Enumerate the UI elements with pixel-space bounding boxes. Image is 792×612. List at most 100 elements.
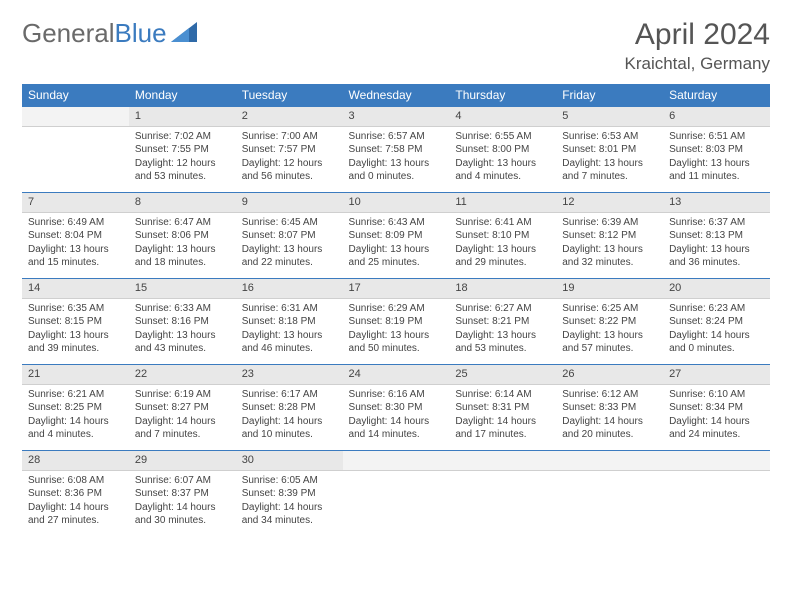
day-line: Sunrise: 6:08 AM [28, 474, 123, 488]
day-line: Daylight: 13 hours [242, 243, 337, 257]
calendar-day-cell: 18 Sunrise: 6:27 AMSunset: 8:21 PMDayligh… [449, 278, 556, 364]
day-number-bar: 8 [129, 192, 236, 213]
day-line: Daylight: 13 hours [562, 243, 657, 257]
day-line: Sunset: 8:15 PM [28, 315, 123, 329]
weekday-header: Sunday [22, 84, 129, 106]
day-line: Sunset: 8:16 PM [135, 315, 230, 329]
day-line: Daylight: 14 hours [669, 329, 764, 343]
day-number-bar: 26 [556, 364, 663, 385]
day-line: Sunset: 8:13 PM [669, 229, 764, 243]
day-line: Sunrise: 6:43 AM [349, 216, 444, 230]
day-line: Sunrise: 6:33 AM [135, 302, 230, 316]
day-number-bar [556, 450, 663, 471]
weekday-header: Friday [556, 84, 663, 106]
day-line: Daylight: 13 hours [349, 243, 444, 257]
day-line: Daylight: 13 hours [135, 329, 230, 343]
day-line: Sunrise: 6:35 AM [28, 302, 123, 316]
day-content [22, 127, 129, 136]
calendar-day-cell: 28Sunrise: 6:08 AMSunset: 8:36 PMDayligh… [22, 450, 129, 536]
day-line: Sunset: 8:21 PM [455, 315, 550, 329]
day-line: Sunset: 8:09 PM [349, 229, 444, 243]
day-line: Sunset: 8:22 PM [562, 315, 657, 329]
calendar-week-row: 14Sunrise: 6:35 AMSunset: 8:15 PMDayligh… [22, 278, 770, 364]
day-content [663, 471, 770, 480]
day-number-bar: 14 [22, 278, 129, 299]
day-content: Sunrise: 6:35 AMSunset: 8:15 PMDaylight:… [22, 299, 129, 362]
day-line: Daylight: 14 hours [28, 415, 123, 429]
calendar-day-cell [449, 450, 556, 536]
day-number-bar: 27 [663, 364, 770, 385]
calendar-day-cell: 17Sunrise: 6:29 AMSunset: 8:19 PMDayligh… [343, 278, 450, 364]
day-number-bar: 20 [663, 278, 770, 299]
day-line: Sunset: 8:10 PM [455, 229, 550, 243]
logo-triangle-icon [171, 18, 197, 49]
logo: GeneralBlue [22, 18, 197, 49]
day-content: Sunrise: 6:19 AMSunset: 8:27 PMDaylight:… [129, 385, 236, 448]
day-number-bar: 11 [449, 192, 556, 213]
day-content: Sunrise: 6:25 AMSunset: 8:22 PMDaylight:… [556, 299, 663, 362]
day-line: Daylight: 14 hours [562, 415, 657, 429]
day-line: Sunset: 8:34 PM [669, 401, 764, 415]
day-line: Sunset: 8:12 PM [562, 229, 657, 243]
day-line: and 53 minutes. [455, 342, 550, 356]
day-line: Sunrise: 7:00 AM [242, 130, 337, 144]
day-number-bar: 28 [22, 450, 129, 471]
day-line: Sunrise: 6:29 AM [349, 302, 444, 316]
logo-text-2: Blue [115, 18, 167, 49]
day-line: Sunrise: 6:27 AM [455, 302, 550, 316]
day-number-bar: 5 [556, 106, 663, 127]
calendar-week-row: 7Sunrise: 6:49 AMSunset: 8:04 PMDaylight… [22, 192, 770, 278]
day-line: Sunset: 7:58 PM [349, 143, 444, 157]
day-content: Sunrise: 6:47 AMSunset: 8:06 PMDaylight:… [129, 213, 236, 276]
day-number-bar: 15 [129, 278, 236, 299]
day-content: Sunrise: 6:51 AMSunset: 8:03 PMDaylight:… [663, 127, 770, 190]
day-line: Daylight: 14 hours [455, 415, 550, 429]
day-line: Daylight: 13 hours [669, 243, 764, 257]
day-line: Daylight: 13 hours [455, 243, 550, 257]
day-line: and 24 minutes. [669, 428, 764, 442]
day-line: Sunrise: 6:41 AM [455, 216, 550, 230]
day-line: Sunrise: 6:45 AM [242, 216, 337, 230]
calendar-day-cell: 6Sunrise: 6:51 AMSunset: 8:03 PMDaylight… [663, 106, 770, 192]
day-number-bar: 30 [236, 450, 343, 471]
calendar-day-cell [663, 450, 770, 536]
calendar-day-cell: 1Sunrise: 7:02 AMSunset: 7:55 PMDaylight… [129, 106, 236, 192]
day-line: Sunset: 8:33 PM [562, 401, 657, 415]
calendar-week-row: 28Sunrise: 6:08 AMSunset: 8:36 PMDayligh… [22, 450, 770, 536]
day-number-bar: 6 [663, 106, 770, 127]
calendar-day-cell: 24Sunrise: 6:16 AMSunset: 8:30 PMDayligh… [343, 364, 450, 450]
day-line: Daylight: 13 hours [349, 329, 444, 343]
calendar-day-cell: 11 Sunrise: 6:41 AMSunset: 8:10 PMDayligh… [449, 192, 556, 278]
day-line: and 32 minutes. [562, 256, 657, 270]
day-content: Sunrise: 6:21 AMSunset: 8:25 PMDaylight:… [22, 385, 129, 448]
day-line: Daylight: 13 hours [455, 329, 550, 343]
day-line: Daylight: 13 hours [349, 157, 444, 171]
location: Kraichtal, Germany [625, 54, 771, 74]
day-number-bar: 18 [449, 278, 556, 299]
calendar-day-cell: 16Sunrise: 6:31 AMSunset: 8:18 PMDayligh… [236, 278, 343, 364]
day-content: Sunrise: 6:12 AMSunset: 8:33 PMDaylight:… [556, 385, 663, 448]
calendar-day-cell: 5Sunrise: 6:53 AMSunset: 8:01 PMDaylight… [556, 106, 663, 192]
day-line: Daylight: 14 hours [242, 501, 337, 515]
day-line: and 25 minutes. [349, 256, 444, 270]
day-content: Sunrise: 6:10 AMSunset: 8:34 PMDaylight:… [663, 385, 770, 448]
day-line: Daylight: 14 hours [135, 501, 230, 515]
day-line: Daylight: 13 hours [135, 243, 230, 257]
day-line: and 4 minutes. [28, 428, 123, 442]
day-content: Sunrise: 6:05 AMSunset: 8:39 PMDaylight:… [236, 471, 343, 534]
day-line: Sunset: 8:37 PM [135, 487, 230, 501]
calendar-day-cell: 19Sunrise: 6:25 AMSunset: 8:22 PMDayligh… [556, 278, 663, 364]
day-line: and 27 minutes. [28, 514, 123, 528]
calendar-day-cell: 26Sunrise: 6:12 AMSunset: 8:33 PMDayligh… [556, 364, 663, 450]
day-line: Sunset: 8:03 PM [669, 143, 764, 157]
day-number-bar: 2 [236, 106, 343, 127]
calendar-day-cell: 4Sunrise: 6:55 AMSunset: 8:00 PMDaylight… [449, 106, 556, 192]
day-content: Sunrise: 6:07 AMSunset: 8:37 PMDaylight:… [129, 471, 236, 534]
day-number-bar: 29 [129, 450, 236, 471]
logo-text-1: General [22, 18, 115, 49]
day-line: Sunset: 7:57 PM [242, 143, 337, 157]
day-line: Sunrise: 6:17 AM [242, 388, 337, 402]
day-line: Daylight: 14 hours [349, 415, 444, 429]
day-line: and 36 minutes. [669, 256, 764, 270]
calendar-day-cell: 10Sunrise: 6:43 AMSunset: 8:09 PMDayligh… [343, 192, 450, 278]
